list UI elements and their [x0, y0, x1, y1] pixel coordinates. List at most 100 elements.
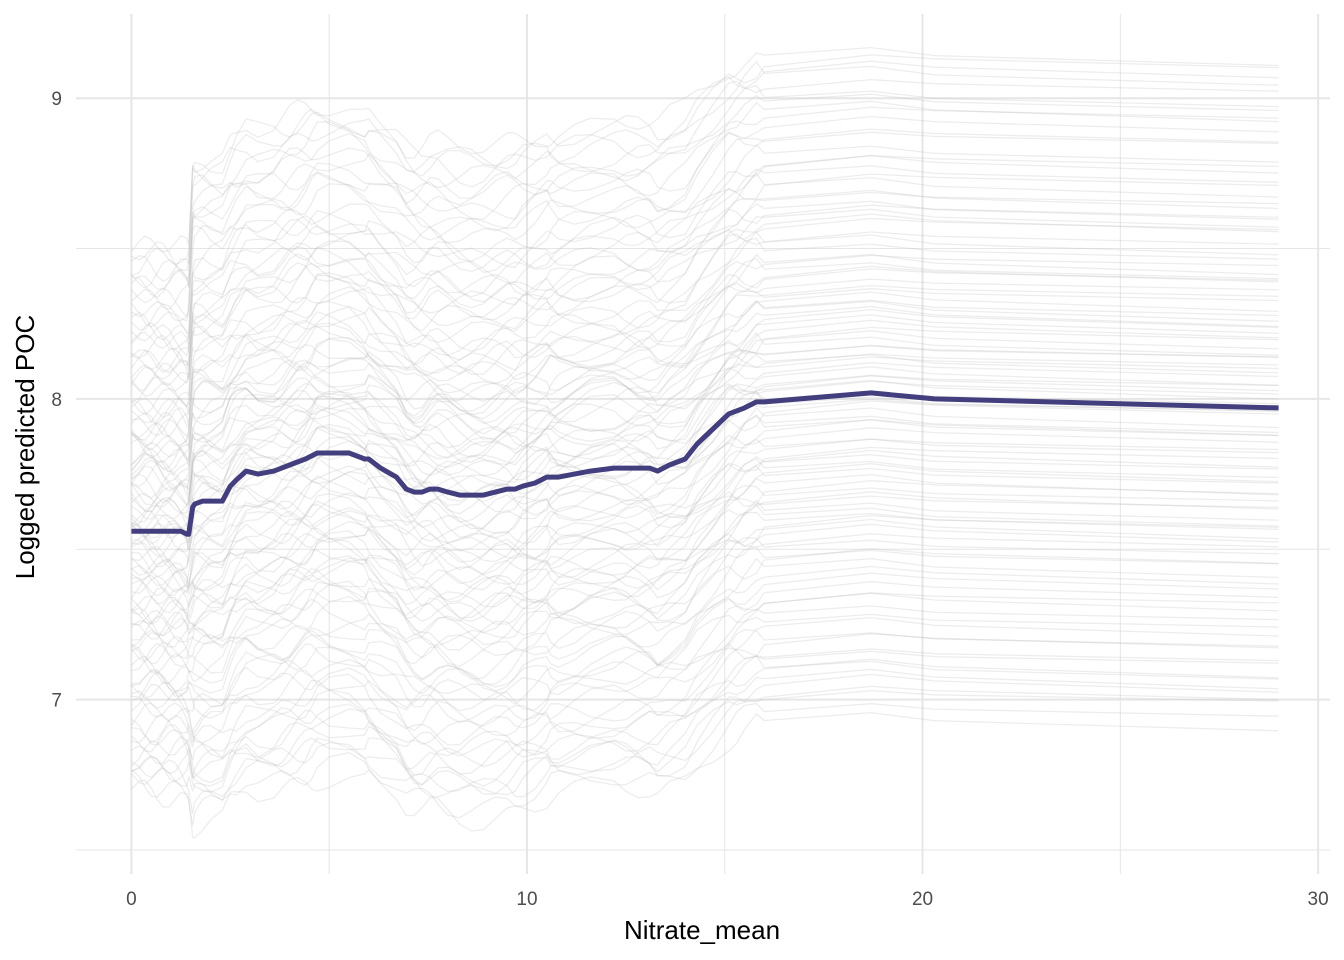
individual-curve	[131, 503, 1279, 636]
x-tick-label: 0	[126, 889, 137, 910]
individual-curve	[130, 473, 1279, 614]
average-curve-line	[131, 390, 1279, 537]
individual-curve	[131, 438, 1279, 585]
individual-curve	[130, 353, 1279, 508]
individual-curve	[131, 523, 1279, 659]
individual-curve	[131, 572, 1279, 697]
x-tick-label: 30	[1308, 889, 1329, 910]
individual-curve	[131, 511, 1279, 640]
y-tick-label: 8	[51, 390, 62, 411]
individual-curve	[130, 253, 1279, 437]
individual-curve	[130, 154, 1279, 351]
individual-curve	[131, 514, 1279, 643]
x-axis-ticks: 0 10 20 30	[126, 889, 1329, 910]
individual-curve	[131, 480, 1279, 616]
individual-curve	[130, 406, 1279, 563]
individual-curve	[130, 557, 1279, 685]
x-tick-label: 10	[516, 889, 537, 910]
individual-curve	[131, 654, 1279, 779]
individual-curve	[130, 648, 1279, 761]
individual-curve	[130, 46, 1279, 253]
individual-curve	[130, 319, 1279, 490]
individual-curve	[130, 362, 1279, 523]
individual-curve	[131, 446, 1279, 594]
x-axis-title: Nitrate_mean	[624, 915, 780, 945]
individual-curve	[130, 165, 1279, 349]
individual-curve	[131, 191, 1279, 378]
individual-curve	[130, 106, 1279, 318]
individual-curve	[130, 300, 1279, 470]
individual-curve	[131, 366, 1279, 528]
individual-curve	[130, 231, 1279, 416]
individual-curve	[130, 592, 1279, 714]
individual-curve	[130, 356, 1279, 520]
individual-curve	[131, 565, 1279, 694]
individual-curve	[131, 257, 1279, 437]
individual-curve	[131, 326, 1279, 489]
individual-curve	[130, 658, 1279, 784]
individual-curve	[130, 93, 1279, 290]
individual-curve	[130, 200, 1279, 381]
individual-curve	[131, 454, 1279, 597]
individual-curve	[131, 60, 1279, 277]
individual-curve	[131, 374, 1279, 533]
individual-curve	[130, 268, 1279, 441]
individual-curve	[130, 208, 1279, 386]
individual-curve	[131, 650, 1279, 779]
individual-curve	[131, 265, 1279, 446]
individual-curve	[130, 353, 1279, 512]
y-axis-title: Logged predicted POC	[10, 315, 40, 580]
individual-curve	[130, 306, 1279, 476]
individual-curve	[131, 60, 1279, 283]
y-axis-ticks: 7 8 9	[51, 89, 62, 711]
individual-curve	[130, 533, 1279, 663]
individual-curve	[130, 629, 1279, 748]
individual-curve	[130, 100, 1279, 310]
individual-curve	[130, 254, 1279, 431]
individual-curve	[130, 379, 1279, 539]
individual-curve	[130, 204, 1279, 391]
individual-curve	[130, 616, 1279, 744]
individual-curve	[130, 438, 1279, 589]
individual-curve	[130, 330, 1279, 492]
individual-curve	[130, 344, 1279, 507]
individual-curve	[130, 484, 1279, 625]
individual-curve	[131, 458, 1279, 597]
individual-curve	[131, 465, 1279, 609]
individual-curve	[131, 414, 1279, 568]
individual-curve	[131, 398, 1279, 551]
minor-gridlines	[76, 14, 1330, 874]
individual-curve	[131, 237, 1279, 425]
individual-curve	[131, 668, 1279, 787]
average-curve	[131, 390, 1279, 537]
individual-curve	[130, 712, 1279, 839]
individual-curve	[131, 345, 1279, 502]
individual-curve	[131, 536, 1279, 665]
individual-curve	[131, 690, 1279, 814]
individual-curve	[131, 84, 1279, 299]
individual-curve	[130, 495, 1279, 625]
individual-curve	[131, 415, 1279, 557]
individual-curve	[131, 331, 1279, 504]
individual-curve	[130, 154, 1279, 357]
individual-curve	[131, 548, 1279, 674]
individual-curve	[130, 128, 1279, 331]
individual-curve	[131, 518, 1279, 652]
individual-curve	[130, 172, 1279, 373]
individual-curve	[130, 288, 1279, 460]
individual-curve	[131, 173, 1279, 367]
y-tick-label: 7	[51, 691, 62, 712]
individual-curve	[130, 131, 1279, 334]
individual-curve	[131, 633, 1279, 759]
individual-curve	[131, 613, 1279, 743]
individual-curve	[130, 278, 1279, 447]
individual-curve	[131, 449, 1279, 595]
individual-curve	[131, 115, 1279, 322]
individual-curve	[130, 308, 1279, 473]
individual-curve	[130, 380, 1279, 539]
individual-curve	[131, 581, 1279, 707]
y-tick-label: 9	[51, 89, 62, 110]
individual-curve	[131, 499, 1279, 637]
individual-curve	[131, 491, 1279, 630]
